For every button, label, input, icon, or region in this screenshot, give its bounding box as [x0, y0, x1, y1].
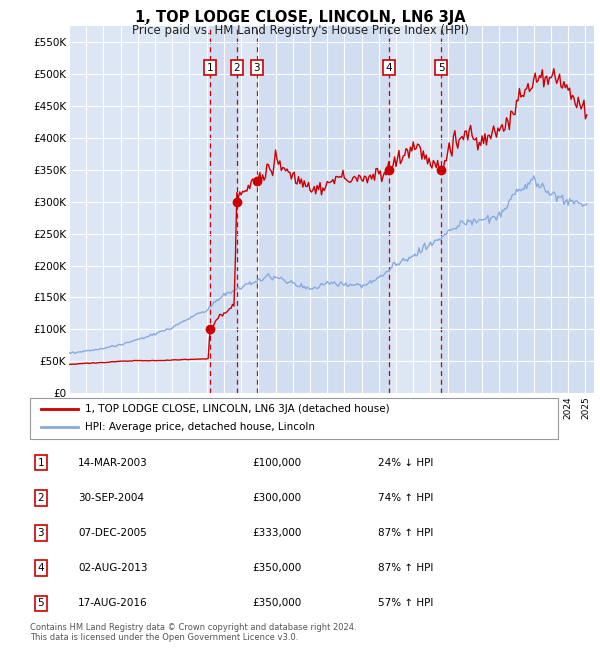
- Text: 1: 1: [206, 62, 213, 73]
- Text: 87% ↑ HPI: 87% ↑ HPI: [378, 563, 433, 573]
- Bar: [442, 26, 594, 393]
- Text: Price paid vs. HM Land Registry's House Price Index (HPI): Price paid vs. HM Land Registry's House …: [131, 24, 469, 37]
- Text: 3: 3: [254, 62, 260, 73]
- Text: £300,000: £300,000: [252, 493, 301, 503]
- Text: 4: 4: [37, 563, 44, 573]
- FancyBboxPatch shape: [30, 398, 558, 439]
- Text: £333,000: £333,000: [252, 528, 301, 538]
- Text: 17-AUG-2016: 17-AUG-2016: [78, 598, 148, 608]
- Bar: [210, 26, 237, 393]
- Text: 14-MAR-2003: 14-MAR-2003: [78, 458, 148, 468]
- Text: 2: 2: [233, 62, 240, 73]
- Text: 2: 2: [37, 493, 44, 503]
- Text: 5: 5: [37, 598, 44, 608]
- Text: 1, TOP LODGE CLOSE, LINCOLN, LN6 3JA (detached house): 1, TOP LODGE CLOSE, LINCOLN, LN6 3JA (de…: [85, 404, 390, 414]
- Text: 02-AUG-2013: 02-AUG-2013: [78, 563, 148, 573]
- Text: 3: 3: [37, 528, 44, 538]
- Text: £100,000: £100,000: [252, 458, 301, 468]
- Text: Contains HM Land Registry data © Crown copyright and database right 2024.
This d: Contains HM Land Registry data © Crown c…: [30, 623, 356, 642]
- Text: £350,000: £350,000: [252, 563, 301, 573]
- Text: 4: 4: [386, 62, 392, 73]
- Text: 24% ↓ HPI: 24% ↓ HPI: [378, 458, 433, 468]
- Text: £350,000: £350,000: [252, 598, 301, 608]
- Text: 57% ↑ HPI: 57% ↑ HPI: [378, 598, 433, 608]
- Text: 74% ↑ HPI: 74% ↑ HPI: [378, 493, 433, 503]
- Bar: [257, 26, 389, 393]
- Text: HPI: Average price, detached house, Lincoln: HPI: Average price, detached house, Linc…: [85, 422, 316, 432]
- Text: 87% ↑ HPI: 87% ↑ HPI: [378, 528, 433, 538]
- Text: 30-SEP-2004: 30-SEP-2004: [78, 493, 144, 503]
- Text: 1: 1: [37, 458, 44, 468]
- Text: 5: 5: [438, 62, 445, 73]
- Text: 1, TOP LODGE CLOSE, LINCOLN, LN6 3JA: 1, TOP LODGE CLOSE, LINCOLN, LN6 3JA: [134, 10, 466, 25]
- Text: 07-DEC-2005: 07-DEC-2005: [78, 528, 147, 538]
